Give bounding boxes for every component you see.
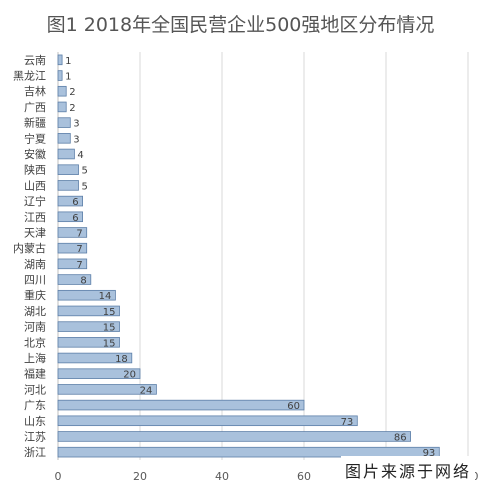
y-tick-label: 吉林 [24, 84, 46, 98]
data-label: 15 [103, 307, 116, 318]
bar [57, 227, 88, 238]
y-tick-label: 陕西 [24, 163, 46, 177]
data-label: 2 [69, 103, 75, 114]
bar [57, 242, 88, 254]
y-tick-label: 河南 [24, 321, 46, 334]
data-label: 18 [115, 354, 128, 365]
source-watermark: 图片来源于网络 [340, 456, 475, 484]
y-tick-label: 上海 [24, 351, 46, 365]
y-tick-label: 北京 [24, 335, 46, 349]
bar [57, 195, 84, 207]
data-label: 15 [103, 338, 116, 349]
bar [57, 431, 412, 442]
data-label: 4 [77, 150, 83, 161]
data-label: 86 [394, 432, 407, 443]
chart-title: 图1 2018年全国民营企业500强地区分布情况 [46, 14, 435, 36]
data-label: 1 [65, 72, 71, 83]
data-label: 20 [123, 370, 136, 381]
y-tick-label: 江苏 [24, 430, 46, 443]
bar [57, 368, 141, 379]
y-tick-label: 安徽 [24, 147, 46, 161]
y-tick-label: 辽宁 [24, 194, 46, 208]
bar [57, 321, 120, 332]
y-tick-label: 天津 [24, 226, 46, 239]
data-label: 6 [72, 197, 78, 208]
data-label: 3 [73, 134, 79, 145]
data-label: 6 [72, 213, 78, 224]
data-label: 8 [80, 276, 86, 287]
bar [57, 415, 358, 427]
bar [57, 399, 305, 411]
bar [57, 180, 79, 191]
data-label: 2 [69, 87, 75, 98]
x-tick-label: 20 [133, 470, 147, 483]
y-tick-label: 山东 [24, 415, 46, 428]
data-label: 14 [99, 291, 112, 302]
y-tick-label: 云南 [24, 54, 46, 67]
bar [57, 305, 120, 317]
data-label: 5 [82, 166, 88, 177]
y-tick-label: 广东 [24, 399, 46, 412]
y-tick-label: 广西 [24, 101, 46, 114]
data-label: 73 [341, 417, 354, 428]
x-tick-label: 60 [297, 470, 311, 483]
data-label: 93 [423, 448, 436, 459]
bar [57, 148, 75, 160]
y-tick-label: 湖北 [24, 305, 46, 318]
data-label: 60 [287, 401, 300, 412]
bar [57, 446, 440, 458]
bar [57, 352, 133, 364]
y-tick-label: 山西 [24, 179, 46, 192]
y-tick-label: 黑龙江 [13, 70, 46, 83]
data-label: 1 [65, 56, 71, 67]
bar [57, 337, 120, 348]
data-label: 7 [76, 260, 82, 271]
data-label: 7 [76, 228, 82, 239]
data-label: 5 [82, 181, 88, 192]
bar [57, 258, 88, 270]
bar [57, 133, 71, 144]
bar [57, 85, 67, 97]
data-label: 7 [76, 244, 82, 255]
y-tick-label: 四川 [24, 274, 46, 287]
bar [57, 164, 79, 175]
bar [57, 101, 67, 113]
data-label: 15 [103, 323, 116, 334]
y-tick-label: 内蒙古 [13, 241, 46, 255]
y-tick-label: 重庆 [24, 288, 46, 302]
y-tick-label: 江西 [24, 211, 46, 224]
x-tick-label: 0 [55, 470, 62, 483]
bar [57, 211, 84, 223]
bar [57, 54, 63, 66]
data-label: 3 [73, 119, 79, 130]
y-tick-label: 河北 [24, 383, 46, 396]
bar [57, 289, 116, 301]
bar [57, 70, 63, 81]
y-tick-label: 浙江 [24, 446, 46, 459]
bar [57, 384, 157, 395]
data-label: 24 [140, 385, 153, 396]
y-tick-label: 福建 [24, 367, 46, 381]
x-tick-label: 40 [215, 470, 229, 483]
y-tick-label: 湖南 [24, 258, 46, 271]
bar [57, 117, 71, 128]
y-tick-label: 新疆 [24, 116, 46, 130]
bar [57, 274, 92, 285]
y-tick-label: 宁夏 [24, 131, 46, 145]
